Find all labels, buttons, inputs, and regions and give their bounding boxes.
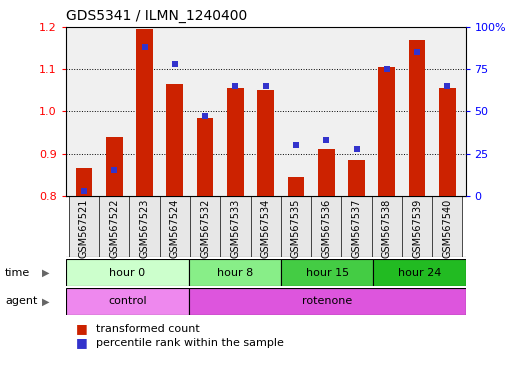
Text: ■: ■ bbox=[76, 336, 87, 349]
Bar bbox=[227, 88, 243, 196]
Bar bbox=[347, 160, 364, 196]
Text: transformed count: transformed count bbox=[96, 324, 199, 334]
Bar bbox=[438, 88, 455, 196]
Text: time: time bbox=[5, 268, 30, 278]
Bar bbox=[136, 29, 153, 196]
Text: ▶: ▶ bbox=[42, 296, 49, 306]
Bar bbox=[378, 67, 394, 196]
Bar bbox=[408, 40, 425, 196]
Text: ■: ■ bbox=[76, 323, 87, 335]
Bar bbox=[257, 90, 273, 196]
Text: GSM567532: GSM567532 bbox=[199, 199, 210, 258]
Text: GSM567524: GSM567524 bbox=[170, 199, 179, 258]
Text: hour 24: hour 24 bbox=[397, 268, 440, 278]
Bar bbox=[196, 118, 213, 196]
Bar bbox=[188, 288, 465, 315]
Text: rotenone: rotenone bbox=[301, 296, 351, 306]
Bar bbox=[160, 196, 189, 257]
Bar bbox=[373, 259, 465, 286]
Text: GSM567535: GSM567535 bbox=[290, 199, 300, 258]
Bar bbox=[188, 259, 280, 286]
Bar bbox=[401, 196, 431, 257]
Bar bbox=[99, 196, 129, 257]
Bar bbox=[129, 196, 160, 257]
Bar bbox=[69, 196, 99, 257]
Bar bbox=[66, 259, 188, 286]
Text: ▶: ▶ bbox=[42, 268, 49, 278]
Text: hour 0: hour 0 bbox=[109, 268, 145, 278]
Bar bbox=[75, 168, 92, 196]
Bar bbox=[166, 84, 183, 196]
Bar bbox=[280, 259, 373, 286]
Text: GSM567533: GSM567533 bbox=[230, 199, 240, 258]
Bar bbox=[311, 196, 341, 257]
Bar bbox=[287, 177, 304, 196]
Bar bbox=[106, 137, 122, 196]
Text: GSM567540: GSM567540 bbox=[441, 199, 451, 258]
Bar bbox=[66, 288, 188, 315]
Text: GSM567521: GSM567521 bbox=[79, 199, 89, 258]
Text: GSM567522: GSM567522 bbox=[109, 199, 119, 258]
Text: GSM567523: GSM567523 bbox=[139, 199, 149, 258]
Text: hour 15: hour 15 bbox=[305, 268, 348, 278]
Bar bbox=[189, 196, 220, 257]
Bar bbox=[431, 196, 462, 257]
Text: hour 8: hour 8 bbox=[216, 268, 252, 278]
Bar bbox=[317, 149, 334, 196]
Bar bbox=[280, 196, 311, 257]
Text: GSM567539: GSM567539 bbox=[411, 199, 421, 258]
Text: GDS5341 / ILMN_1240400: GDS5341 / ILMN_1240400 bbox=[66, 9, 246, 23]
Bar bbox=[341, 196, 371, 257]
Text: GSM567534: GSM567534 bbox=[260, 199, 270, 258]
Text: GSM567538: GSM567538 bbox=[381, 199, 391, 258]
Text: GSM567536: GSM567536 bbox=[321, 199, 331, 258]
Text: percentile rank within the sample: percentile rank within the sample bbox=[96, 338, 283, 348]
Text: GSM567537: GSM567537 bbox=[351, 199, 361, 258]
Bar bbox=[371, 196, 401, 257]
Text: control: control bbox=[108, 296, 146, 306]
Bar bbox=[250, 196, 280, 257]
Text: agent: agent bbox=[5, 296, 37, 306]
Bar bbox=[220, 196, 250, 257]
